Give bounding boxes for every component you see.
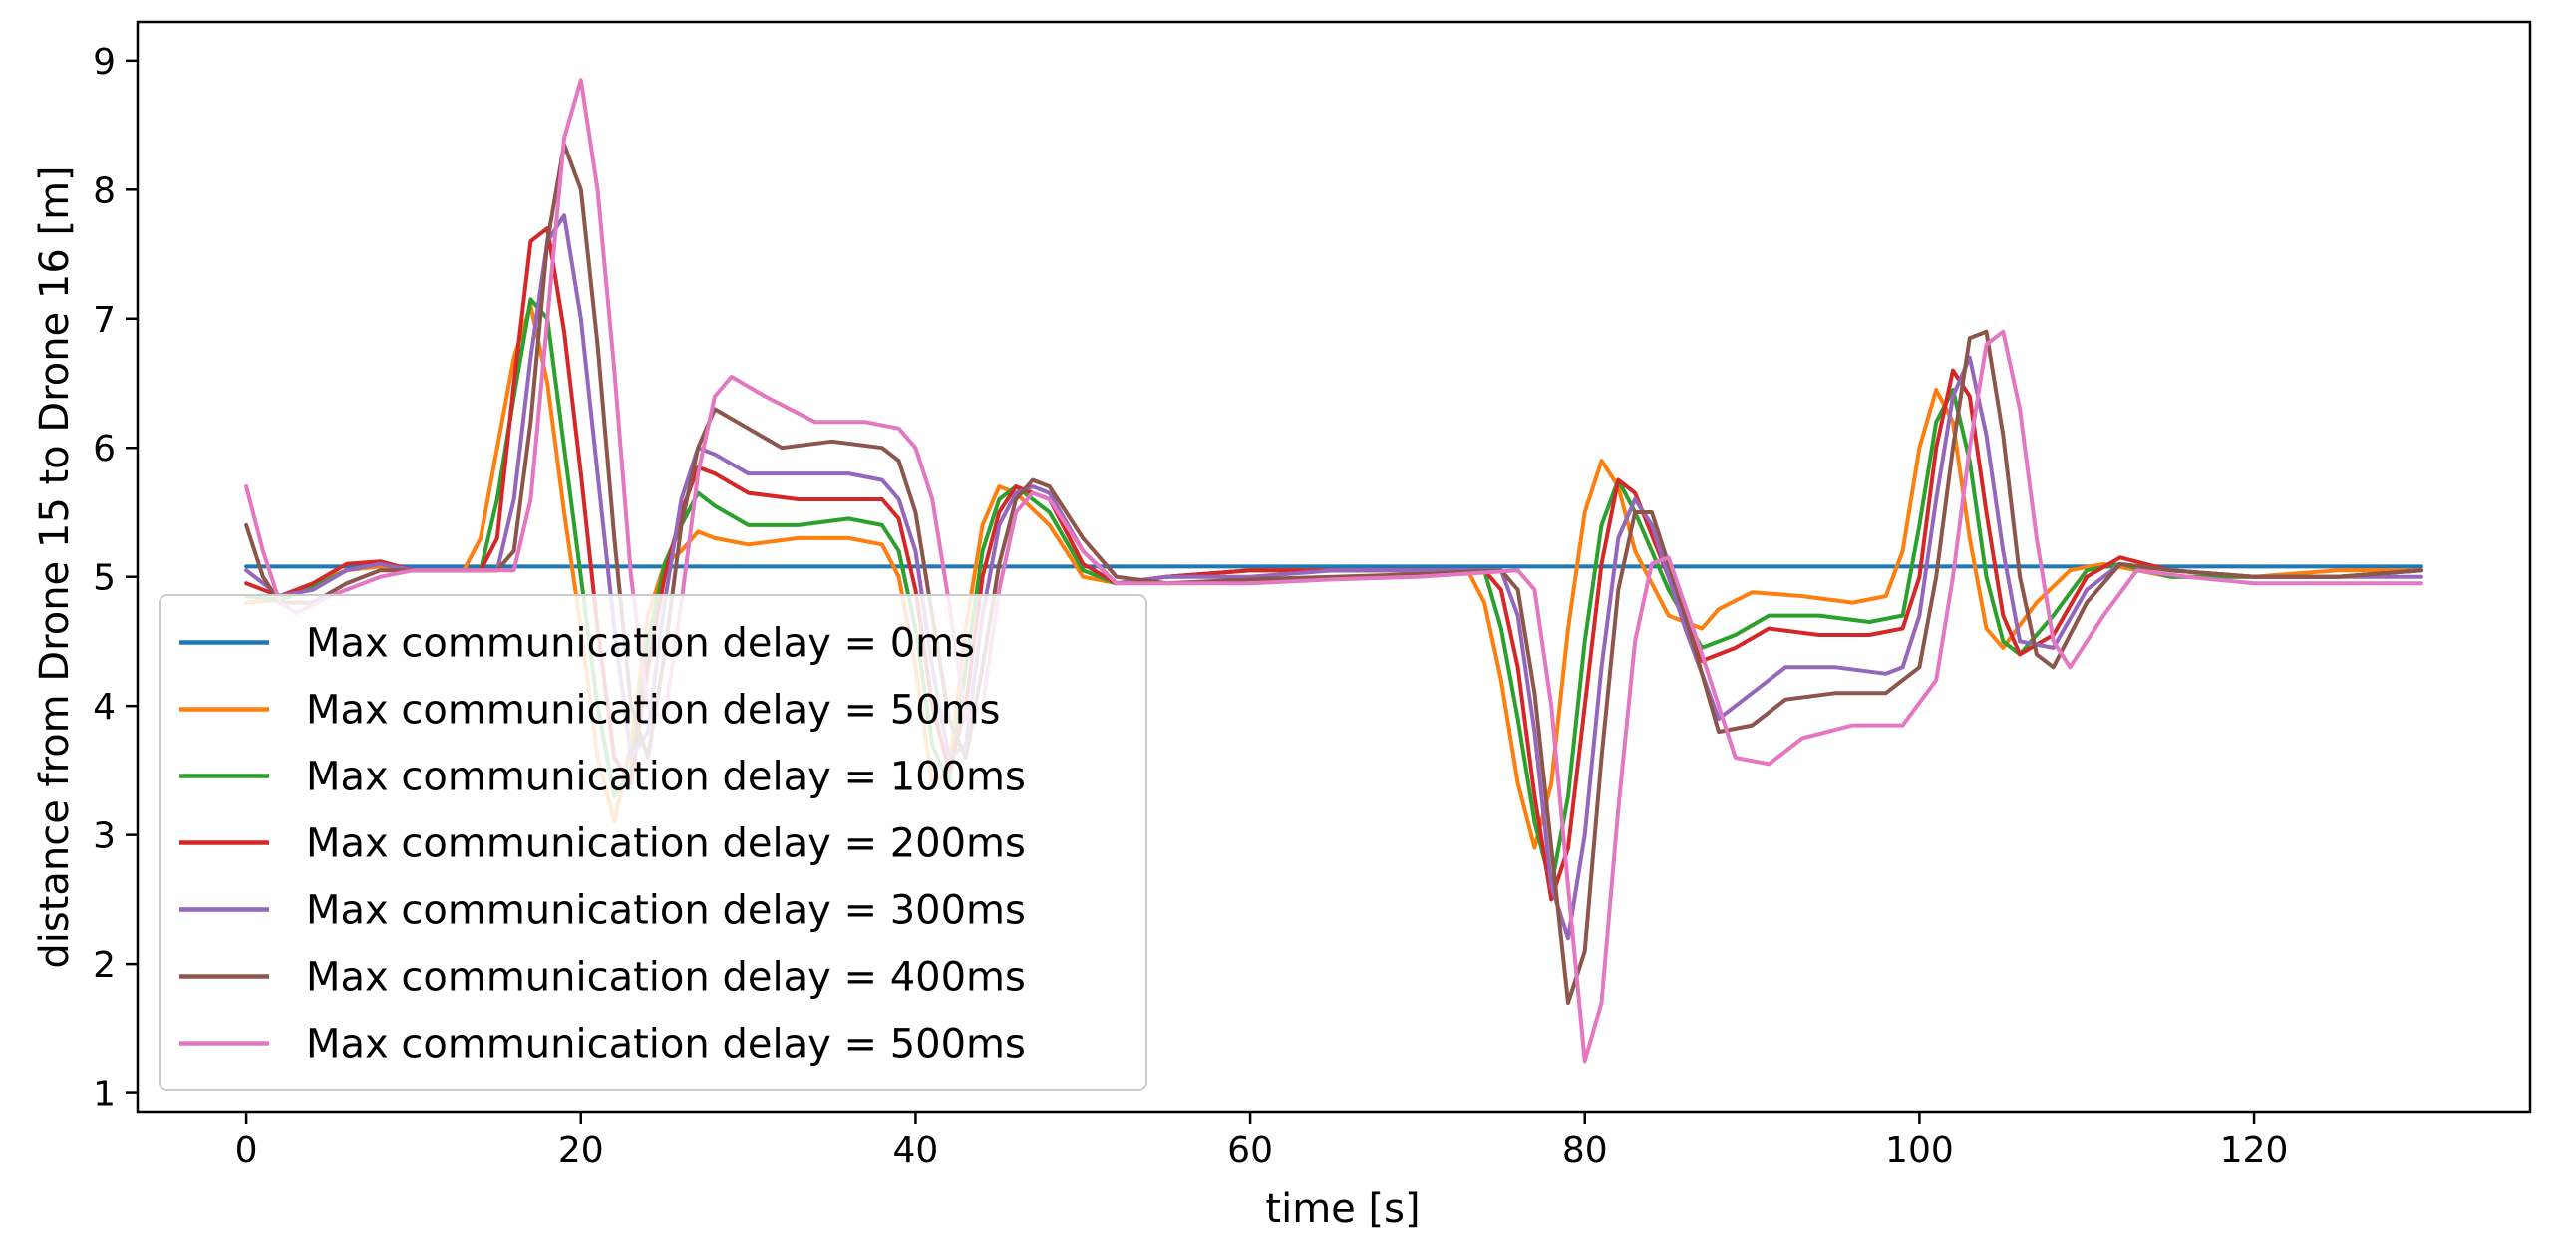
y-axis-label: distance from Drone 15 to Drone 16 [m] <box>32 165 78 968</box>
y-axis-ticks: 1 2 3 4 5 6 7 8 9 <box>93 42 138 1115</box>
y-tick-label: 2 <box>93 945 116 986</box>
legend: Max communication delay = 0ms Max communi… <box>159 594 1147 1091</box>
y-tick-label: 1 <box>93 1075 116 1115</box>
x-axis-label: time [s] <box>1265 1186 1420 1232</box>
x-tick-label: 40 <box>893 1130 939 1171</box>
plot-frame <box>136 20 2532 1114</box>
x-tick-label: 100 <box>1885 1130 1954 1171</box>
x-tick-label: 20 <box>558 1130 604 1171</box>
legend-label-4: Max communication delay = 300ms <box>306 888 1026 934</box>
y-tick-label: 5 <box>93 558 116 599</box>
y-tick-label: 8 <box>93 170 116 211</box>
legend-label-5: Max communication delay = 400ms <box>306 955 1026 1001</box>
y-tick-label: 9 <box>93 42 116 83</box>
y-tick-label: 6 <box>93 429 116 469</box>
x-axis-ticks: 0 20 40 60 80 100 120 <box>235 1112 2289 1171</box>
y-tick-label: 7 <box>93 300 116 341</box>
legend-label-2: Max communication delay = 100ms <box>306 755 1026 800</box>
y-tick-label: 4 <box>93 687 116 728</box>
legend-box <box>159 594 1147 1091</box>
y-tick-label: 3 <box>93 816 116 857</box>
legend-label-3: Max communication delay = 200ms <box>306 821 1026 867</box>
x-tick-label: 120 <box>2220 1130 2289 1171</box>
series-line-6 <box>244 78 2423 1064</box>
legend-label-6: Max communication delay = 500ms <box>306 1022 1026 1068</box>
series-line-5 <box>244 143 2423 1005</box>
x-tick-label: 80 <box>1562 1130 1608 1171</box>
x-tick-label: 60 <box>1227 1130 1273 1171</box>
legend-label-0: Max communication delay = 0ms <box>306 621 975 667</box>
legend-label-1: Max communication delay = 50ms <box>306 688 1000 734</box>
series-layer <box>244 78 2423 1064</box>
x-tick-label: 0 <box>235 1130 258 1171</box>
